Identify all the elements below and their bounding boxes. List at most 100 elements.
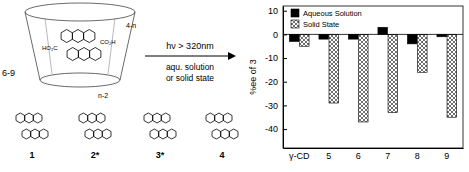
y-tick: -20 <box>265 77 287 87</box>
ring <box>212 129 221 139</box>
legend-label: Solid State <box>303 20 339 29</box>
y-tick: 0 <box>273 30 287 40</box>
y-tick-mark <box>283 34 287 35</box>
group-label: HO₂C <box>42 45 58 51</box>
ring <box>31 129 40 139</box>
ring <box>221 129 230 139</box>
y-tick-label: 0 <box>273 30 278 40</box>
legend-label: Aqueous Solution <box>303 9 362 18</box>
ring <box>25 113 34 123</box>
ring <box>144 113 153 123</box>
compound-label: 1 <box>29 150 34 160</box>
y-tick-label: -10 <box>265 53 278 63</box>
compound-label: 2* <box>91 150 100 160</box>
ring <box>150 129 159 139</box>
bars <box>289 27 456 122</box>
compound-label: 4 <box>219 150 224 160</box>
y-tick: -30 <box>265 101 287 111</box>
ring <box>102 129 111 139</box>
zero-line <box>283 34 463 35</box>
bar <box>329 34 339 103</box>
group-label: CO₂H <box>100 39 116 45</box>
legend-swatch <box>291 9 299 17</box>
bar <box>299 34 309 46</box>
y-tick-mark <box>283 11 287 12</box>
y-axis: 10 0 -10 -20 -30 -40 <box>265 6 287 148</box>
ring-label: 4-n <box>126 22 136 29</box>
y-tick-mark <box>283 58 287 59</box>
ring <box>161 113 170 123</box>
cd-rim <box>25 3 135 21</box>
y-tick: -10 <box>265 53 287 63</box>
x-axis: γ-CD56789 <box>284 148 464 161</box>
ring <box>67 48 78 61</box>
bar <box>319 34 329 39</box>
y-tick: 10 <box>268 6 287 16</box>
ring <box>16 113 25 123</box>
x-tick-label: 6 <box>356 151 361 161</box>
x-tick: 7 <box>385 148 390 161</box>
arrow-label: or solid state <box>166 73 214 83</box>
ring <box>84 30 95 43</box>
y-tick: -40 <box>265 124 287 134</box>
y-tick-label: -40 <box>265 124 278 134</box>
y-tick-mark <box>283 82 287 83</box>
ring <box>223 113 232 123</box>
plot-frame <box>283 6 463 148</box>
y-axis-title: %ee of 3 <box>248 59 258 95</box>
bar <box>407 34 417 43</box>
y-axis-line <box>283 7 284 149</box>
ring <box>79 113 88 123</box>
ring <box>88 113 97 123</box>
x-tick: 5 <box>326 148 331 161</box>
ring <box>167 129 176 139</box>
chart: 100-10-20-30-40γ-CD56789%ee of 3Aqueous … <box>248 6 464 161</box>
ring <box>90 48 101 61</box>
bar <box>289 34 299 41</box>
ring <box>215 113 224 123</box>
bar <box>418 34 428 72</box>
bar <box>378 27 388 34</box>
bar <box>388 34 398 112</box>
ring <box>229 129 238 139</box>
ring <box>94 129 103 139</box>
x-tick: 6 <box>356 148 361 161</box>
legend-swatch <box>291 20 299 28</box>
cd-rim <box>40 73 120 87</box>
x-tick-label: 8 <box>415 151 420 161</box>
ring <box>206 113 215 123</box>
x-tick: 9 <box>444 148 449 161</box>
compound <box>16 113 48 139</box>
arrow <box>145 56 228 57</box>
figure: 6-94-nn-2HO₂CCO₂Hhν > 320nmaqu. solution… <box>0 0 469 172</box>
compound <box>144 113 176 139</box>
ring <box>78 48 89 61</box>
ring <box>22 129 31 139</box>
x-tick-label: 9 <box>444 151 449 161</box>
y-tick-label: -30 <box>265 101 278 111</box>
compound-label: 3* <box>156 150 165 160</box>
x-tick: 8 <box>415 148 420 161</box>
cd-wall <box>25 12 135 80</box>
scheme: 6-94-nn-2HO₂CCO₂Hhν > 320nmaqu. solution… <box>2 3 238 160</box>
compound <box>206 113 238 139</box>
ring <box>159 129 168 139</box>
arrow-label: aqu. solution <box>166 62 214 72</box>
y-tick-label: -20 <box>265 77 278 87</box>
legend: Aqueous Solution Solid State <box>291 9 362 29</box>
x-tick-label: 5 <box>326 151 331 161</box>
ring <box>61 30 72 43</box>
guest <box>61 30 101 61</box>
ring <box>33 113 42 123</box>
compound <box>79 113 111 139</box>
arrow-label: hν > 320nm <box>166 41 213 51</box>
y-tick-mark <box>283 105 287 106</box>
ring <box>72 30 83 43</box>
ring <box>153 113 162 123</box>
bar <box>358 34 368 122</box>
ring-label: n-2 <box>98 92 108 99</box>
ring <box>85 129 94 139</box>
ring <box>39 129 48 139</box>
x-axis-line <box>284 148 464 149</box>
y-tick-mark <box>283 129 287 130</box>
